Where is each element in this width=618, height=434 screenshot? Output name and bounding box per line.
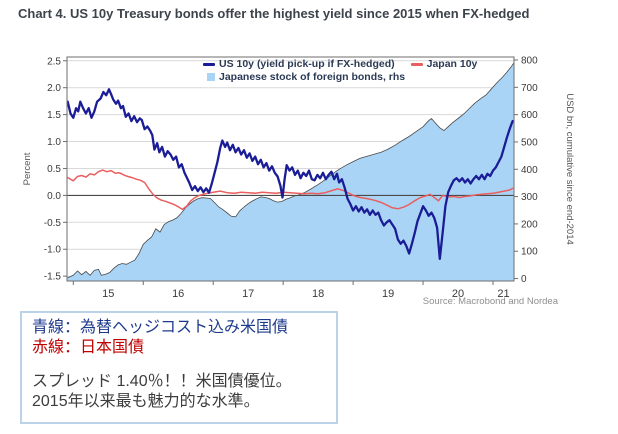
us10y-line <box>66 88 514 261</box>
annotation-spacer <box>32 359 326 372</box>
left-tick-label: 2.5 <box>47 56 61 67</box>
foreign-bonds-area <box>67 62 514 282</box>
annotation-box: 青線：為替ヘッジコスト込み米国債 赤線：日本国債 スプレッド 1.40％！！米国… <box>20 311 338 424</box>
x-tick-label: 18 <box>312 288 324 300</box>
japan10y-line <box>66 169 514 211</box>
right-tick-label: 500 <box>521 138 538 149</box>
annotation-level-line: 2015年以来最も魅力的な水準。 <box>32 393 260 411</box>
left-tick-label: 0.0 <box>47 191 61 202</box>
left-tick-label: -1.5 <box>44 272 62 283</box>
source-label: Source: Macrobond and Nordea <box>422 296 558 307</box>
chart-legend-row-1: US 10y (yield pick-up if FX-hedged) Japa… <box>203 58 477 70</box>
left-tick-label: 1.0 <box>47 137 61 148</box>
right-tick-label: 0 <box>521 274 527 285</box>
left-tick-label: 1.5 <box>47 110 61 121</box>
left-tick-label: 2.0 <box>47 83 61 94</box>
right-tick-label: 400 <box>521 165 538 176</box>
left-axis-title: Percent <box>22 152 33 185</box>
foreign-bonds-legend-label: Japanese stock of foreign bonds, rhs <box>219 71 406 83</box>
japan10y-legend-label: Japan 10y <box>426 58 478 70</box>
chart-svg: 2.5 2.0 1.5 1.0 0.5 0.0 -0.5 -1.0 -1.5 800 700 600 5… <box>22 56 575 301</box>
left-tick-label: 0.5 <box>47 164 61 175</box>
x-tick-label: 21 <box>497 288 509 300</box>
us10y-legend-line-icon <box>203 62 215 66</box>
chart-area: 2.5 2.0 1.5 1.0 0.5 0.0 -0.5 -1.0 -1.5 800 700 600 5… <box>0 48 618 310</box>
x-tick-label: 20 <box>452 288 464 300</box>
x-tick-label: 19 <box>382 288 394 300</box>
x-tick-label: 16 <box>172 288 184 300</box>
right-tick-label: 100 <box>521 247 538 258</box>
left-tick-label: -0.5 <box>44 218 62 229</box>
foreign-bonds-area-outline <box>67 62 515 279</box>
right-tick-label: 300 <box>521 192 538 203</box>
right-tick-label: 600 <box>521 110 538 121</box>
annotation-spread-line: スプレッド 1.40％！！米国債優位。 <box>32 372 292 390</box>
annotation-blue-line: 青線：為替ヘッジコスト込み米国債 <box>32 319 289 336</box>
x-tick-label: 15 <box>102 288 114 300</box>
annotation-red-line: 赤線：日本国債 <box>32 339 145 357</box>
left-tick-label: -1.0 <box>44 245 62 256</box>
foreign-bonds-legend-square-icon <box>207 73 215 81</box>
right-tick-label: 700 <box>521 83 538 94</box>
us10y-legend-label: US 10y (yield pick-up if FX-hedged) <box>219 58 395 70</box>
page-title: Chart 4. US 10y Treasury bonds offer the… <box>18 6 530 21</box>
japan10y-legend-line-icon <box>410 62 423 66</box>
chart-legend-row-2: Japanese stock of foreign bonds, rhs <box>207 71 405 83</box>
right-tick-label: 800 <box>521 56 538 67</box>
x-tick-label: 17 <box>242 288 254 300</box>
right-axis-title: USD bn, cumulative since end-2014 <box>564 93 575 245</box>
right-tick-label: 200 <box>521 219 538 230</box>
